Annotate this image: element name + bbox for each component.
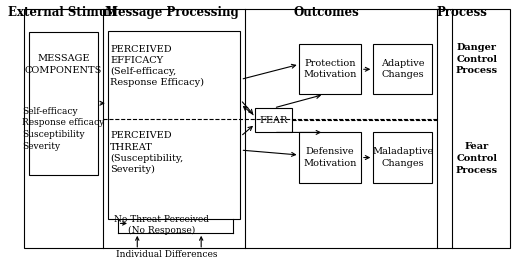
Text: Danger
Control
Process: Danger Control Process — [456, 43, 498, 75]
Text: No Threat Perceived
(No Response): No Threat Perceived (No Response) — [114, 215, 209, 235]
Text: FEAR: FEAR — [260, 116, 288, 125]
Text: External Stimuli: External Stimuli — [8, 7, 117, 19]
Bar — [108, 31, 241, 219]
Text: Self-efficacy
Response efficacy
Susceptibility
Severity: Self-efficacy Response efficacy Suscepti… — [23, 107, 105, 151]
Text: Adaptive
Changes: Adaptive Changes — [381, 59, 425, 79]
Text: Individual Differences: Individual Differences — [116, 250, 217, 259]
Text: Message Processing: Message Processing — [105, 7, 238, 19]
Text: Fear
Control
Process: Fear Control Process — [456, 142, 498, 174]
Text: MESSAGE
COMPONENTS: MESSAGE COMPONENTS — [25, 54, 102, 75]
Bar — [24, 9, 510, 248]
Bar — [373, 132, 432, 183]
Text: Process: Process — [436, 7, 487, 19]
Bar — [373, 44, 432, 94]
Text: PERCEIVED
EFFICACY
(Self-efficacy,
Response Efficacy): PERCEIVED EFFICACY (Self-efficacy, Respo… — [110, 44, 204, 87]
Bar — [300, 132, 361, 183]
Bar — [29, 32, 98, 174]
Bar — [300, 44, 361, 94]
Text: PERCEIVED
THREAT
(Susceptibility,
Severity): PERCEIVED THREAT (Susceptibility, Severi… — [110, 132, 183, 174]
Text: Outcomes: Outcomes — [293, 7, 359, 19]
Text: Maladaptive
Changes: Maladaptive Changes — [372, 147, 433, 168]
Bar — [255, 108, 292, 132]
Text: Protection
Motivation: Protection Motivation — [303, 59, 357, 79]
Text: Defensive
Motivation: Defensive Motivation — [303, 147, 357, 168]
